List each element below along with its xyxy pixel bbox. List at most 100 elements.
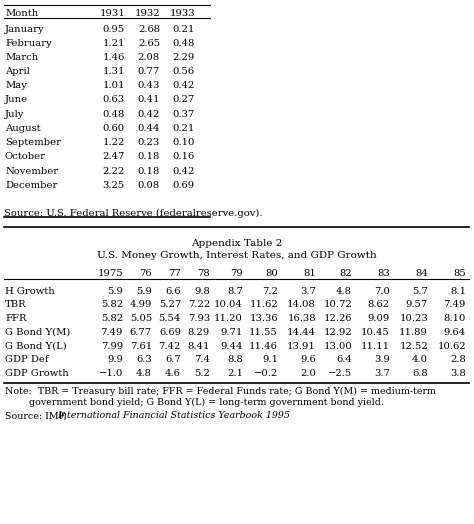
Text: 8.10: 8.10 (444, 314, 466, 323)
Text: 5.82: 5.82 (101, 314, 123, 323)
Text: 77: 77 (168, 268, 181, 278)
Text: 3.25: 3.25 (103, 181, 125, 190)
Text: 7.99: 7.99 (101, 342, 123, 351)
Text: 9.09: 9.09 (368, 314, 390, 323)
Text: 0.16: 0.16 (173, 152, 195, 161)
Text: Source: U.S. Federal Reserve (federalreserve.gov).: Source: U.S. Federal Reserve (federalres… (4, 209, 263, 217)
Text: 79: 79 (230, 268, 243, 278)
Text: 6.77: 6.77 (130, 328, 152, 337)
Text: 85: 85 (453, 268, 466, 278)
Text: 5.82: 5.82 (101, 300, 123, 309)
Text: FFR: FFR (5, 314, 27, 323)
Text: 9.8: 9.8 (194, 287, 210, 296)
Text: 9.57: 9.57 (406, 300, 428, 309)
Text: 7.4: 7.4 (194, 355, 210, 365)
Text: 5.27: 5.27 (159, 300, 181, 309)
Text: 7.61: 7.61 (130, 342, 152, 351)
Text: 78: 78 (197, 268, 210, 278)
Text: 6.8: 6.8 (412, 369, 428, 378)
Text: 2.08: 2.08 (138, 53, 160, 62)
Text: January: January (5, 25, 45, 34)
Text: H Growth: H Growth (5, 287, 55, 296)
Text: November: November (5, 167, 58, 176)
Text: 8.7: 8.7 (227, 287, 243, 296)
Text: 0.41: 0.41 (137, 95, 160, 104)
Text: 14.08: 14.08 (287, 300, 316, 309)
Text: 13.00: 13.00 (323, 342, 352, 351)
Text: 3.7: 3.7 (374, 369, 390, 378)
Text: 1931: 1931 (99, 9, 125, 18)
Text: 14.44: 14.44 (287, 328, 316, 337)
Text: 12.52: 12.52 (399, 342, 428, 351)
Text: 0.18: 0.18 (137, 167, 160, 176)
Text: −1.0: −1.0 (99, 369, 123, 378)
Text: September: September (5, 138, 61, 147)
Text: 81: 81 (303, 268, 316, 278)
Text: 1.31: 1.31 (102, 67, 125, 76)
Text: 2.29: 2.29 (173, 53, 195, 62)
Text: G Bond Y(M): G Bond Y(M) (5, 328, 70, 337)
Text: October: October (5, 152, 46, 161)
Text: 1.21: 1.21 (102, 39, 125, 48)
Text: 7.22: 7.22 (188, 300, 210, 309)
Text: 2.8: 2.8 (450, 355, 466, 365)
Text: 0.63: 0.63 (103, 95, 125, 104)
Text: Source: IMF,: Source: IMF, (5, 411, 70, 420)
Text: 16.38: 16.38 (287, 314, 316, 323)
Text: 80: 80 (265, 268, 278, 278)
Text: 0.10: 0.10 (173, 138, 195, 147)
Text: 0.77: 0.77 (138, 67, 160, 76)
Text: Appendix Table 2: Appendix Table 2 (191, 238, 283, 247)
Text: June: June (5, 95, 28, 104)
Text: 83: 83 (377, 268, 390, 278)
Text: 7.2: 7.2 (262, 287, 278, 296)
Text: 10.72: 10.72 (323, 300, 352, 309)
Text: 9.44: 9.44 (220, 342, 243, 351)
Text: 7.49: 7.49 (100, 328, 123, 337)
Text: 5.9: 5.9 (136, 287, 152, 296)
Text: 11.20: 11.20 (214, 314, 243, 323)
Text: 0.43: 0.43 (137, 81, 160, 90)
Text: 8.29: 8.29 (188, 328, 210, 337)
Text: 6.69: 6.69 (159, 328, 181, 337)
Text: 7.0: 7.0 (374, 287, 390, 296)
Text: 8.1: 8.1 (450, 287, 466, 296)
Text: 8.8: 8.8 (227, 355, 243, 365)
Text: 1975: 1975 (97, 268, 123, 278)
Text: 0.21: 0.21 (173, 25, 195, 34)
Text: 6.3: 6.3 (136, 355, 152, 365)
Text: Note:  TBR = Treasury bill rate; FFR = Federal Funds rate; G Bond Y(M) = medium-: Note: TBR = Treasury bill rate; FFR = Fe… (5, 386, 436, 396)
Text: 10.62: 10.62 (438, 342, 466, 351)
Text: February: February (5, 39, 52, 48)
Text: 0.23: 0.23 (138, 138, 160, 147)
Text: May: May (5, 81, 27, 90)
Text: 0.42: 0.42 (173, 167, 195, 176)
Text: 5.7: 5.7 (412, 287, 428, 296)
Text: 4.99: 4.99 (129, 300, 152, 309)
Text: 4.6: 4.6 (165, 369, 181, 378)
Text: G Bond Y(L): G Bond Y(L) (5, 342, 67, 351)
Text: TBR: TBR (5, 300, 27, 309)
Text: 7.93: 7.93 (188, 314, 210, 323)
Text: 1.01: 1.01 (102, 81, 125, 90)
Text: July: July (5, 110, 24, 119)
Text: 0.42: 0.42 (173, 81, 195, 90)
Text: 0.08: 0.08 (138, 181, 160, 190)
Text: 4.8: 4.8 (136, 369, 152, 378)
Text: 11.11: 11.11 (361, 342, 390, 351)
Text: 8.62: 8.62 (368, 300, 390, 309)
Text: 9.6: 9.6 (300, 355, 316, 365)
Text: 13.91: 13.91 (287, 342, 316, 351)
Text: 0.48: 0.48 (173, 39, 195, 48)
Text: 6.7: 6.7 (165, 355, 181, 365)
Text: 2.1: 2.1 (227, 369, 243, 378)
Text: 5.05: 5.05 (130, 314, 152, 323)
Text: 82: 82 (339, 268, 352, 278)
Text: 10.23: 10.23 (399, 314, 428, 323)
Text: 84: 84 (415, 268, 428, 278)
Text: 0.37: 0.37 (173, 110, 195, 119)
Text: December: December (5, 181, 57, 190)
Text: April: April (5, 67, 30, 76)
Text: 6.6: 6.6 (165, 287, 181, 296)
Text: 11.89: 11.89 (399, 328, 428, 337)
